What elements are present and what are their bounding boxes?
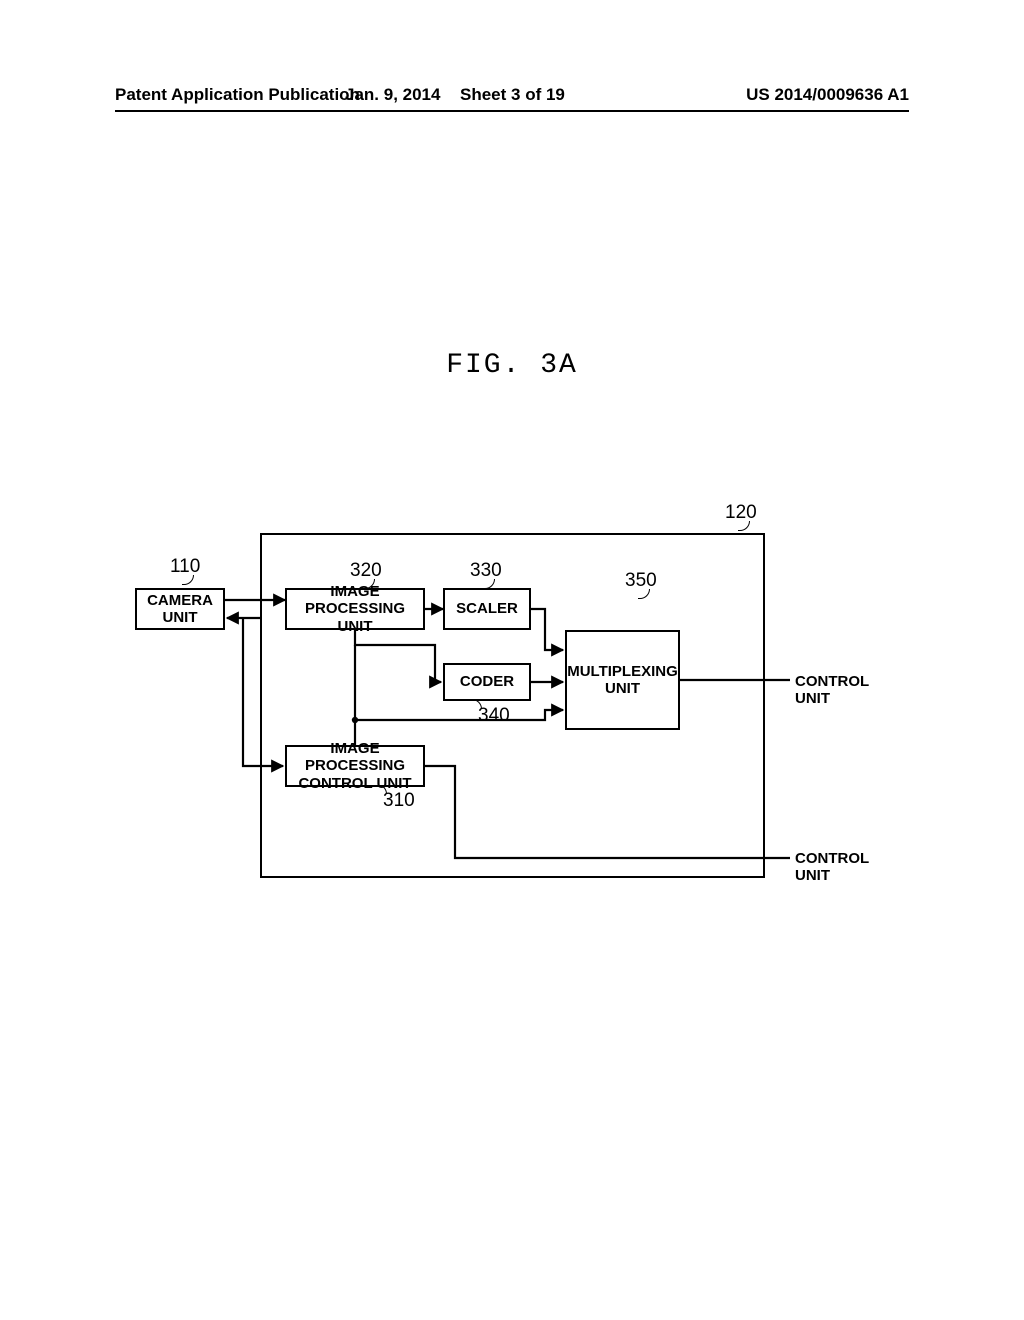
wire-scaler-mux [531, 609, 563, 650]
wire-ipu-coder [355, 630, 441, 682]
page: Patent Application Publication Jan. 9, 2… [0, 0, 1024, 1320]
wire-camera-ipcu [243, 618, 283, 766]
header-publication: Patent Application Publication [115, 85, 360, 105]
header-rule [115, 110, 909, 112]
wires [135, 510, 905, 910]
page-header: Patent Application Publication Jan. 9, 2… [115, 85, 909, 105]
header-date: Jan. 9, 2014 [345, 85, 440, 105]
figure-title: FIG. 3A [0, 350, 1024, 381]
header-docnum: US 2014/0009636 A1 [746, 85, 909, 105]
wire-ipcu-control2 [425, 766, 790, 858]
header-sheet: Sheet 3 of 19 [460, 85, 565, 105]
wire-ipcu-mux [355, 710, 563, 720]
diagram: 110 120 320 330 350 340 310 CAMERAUNIT I… [135, 510, 905, 910]
